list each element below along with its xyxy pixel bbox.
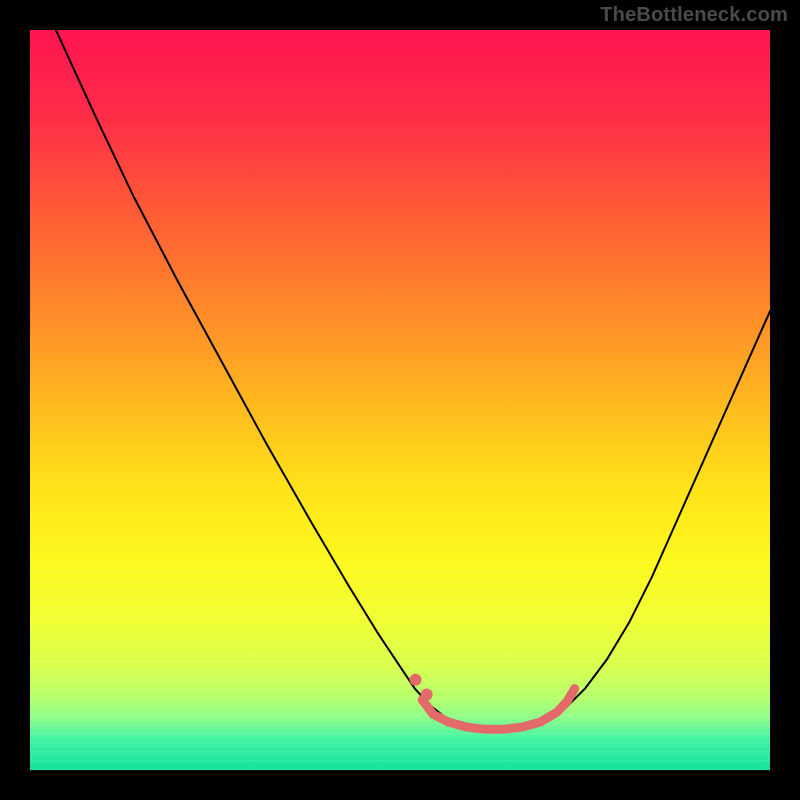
gradient-background (30, 30, 770, 770)
chart-frame: TheBottleneck.com (0, 0, 800, 800)
bottleneck-chart (0, 0, 800, 800)
watermark-text: TheBottleneck.com (600, 4, 788, 27)
